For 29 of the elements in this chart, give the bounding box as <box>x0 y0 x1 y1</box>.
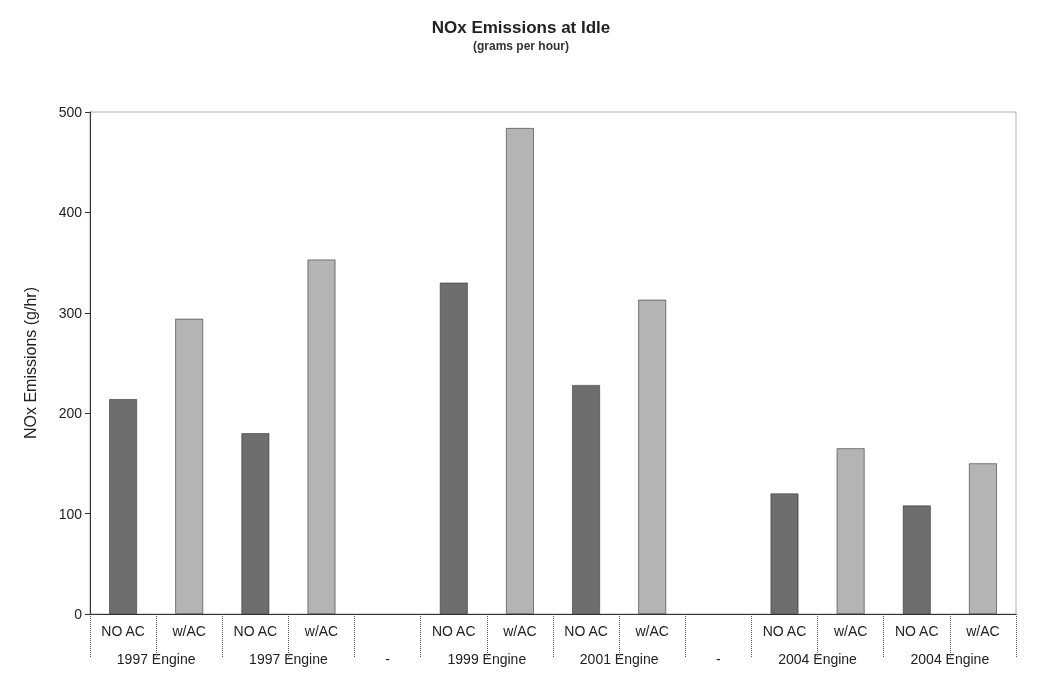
y-axis-title: NOx Emissions (g/hr) <box>21 286 39 440</box>
x-tick-label: NO AC <box>564 623 608 639</box>
text: - <box>716 651 722 667</box>
text: 1997 Engine <box>116 651 196 667</box>
text: 1999 Engine <box>447 651 527 667</box>
x-tick-label: w/AC <box>634 623 669 639</box>
text: - <box>385 651 391 667</box>
x-tick-label: w/AC <box>303 623 339 639</box>
chart-subtitle: (grams per hour) <box>472 39 570 53</box>
x-tick-label: NO AC <box>233 623 278 639</box>
y-tick-label: 100 <box>58 505 83 522</box>
y-tick-label: 300 <box>58 304 83 321</box>
y-tick-label: 200 <box>58 405 83 422</box>
y-tick-label: 400 <box>58 204 83 221</box>
y-tick-label: 500 <box>58 104 83 120</box>
text: 2001 Engine <box>579 651 659 667</box>
x-tick-label: w/AC <box>965 623 1000 639</box>
x-tick-label: w/AC <box>832 623 868 639</box>
text: 2004 Engine <box>910 651 990 667</box>
x-tick-label: NO AC <box>101 623 145 639</box>
x-tick-label: w/AC <box>171 623 206 639</box>
x-tick-label: w/AC <box>502 623 537 639</box>
x-tick-label: NO AC <box>895 623 939 639</box>
text: 2004 Engine <box>778 651 858 667</box>
chart-title: NOx Emissions at Idle <box>431 18 611 37</box>
y-tick-label: 0 <box>74 606 83 622</box>
x-tick-label: NO AC <box>762 623 807 639</box>
text: 1997 Engine <box>249 651 328 667</box>
x-tick-label: NO AC <box>432 623 476 639</box>
